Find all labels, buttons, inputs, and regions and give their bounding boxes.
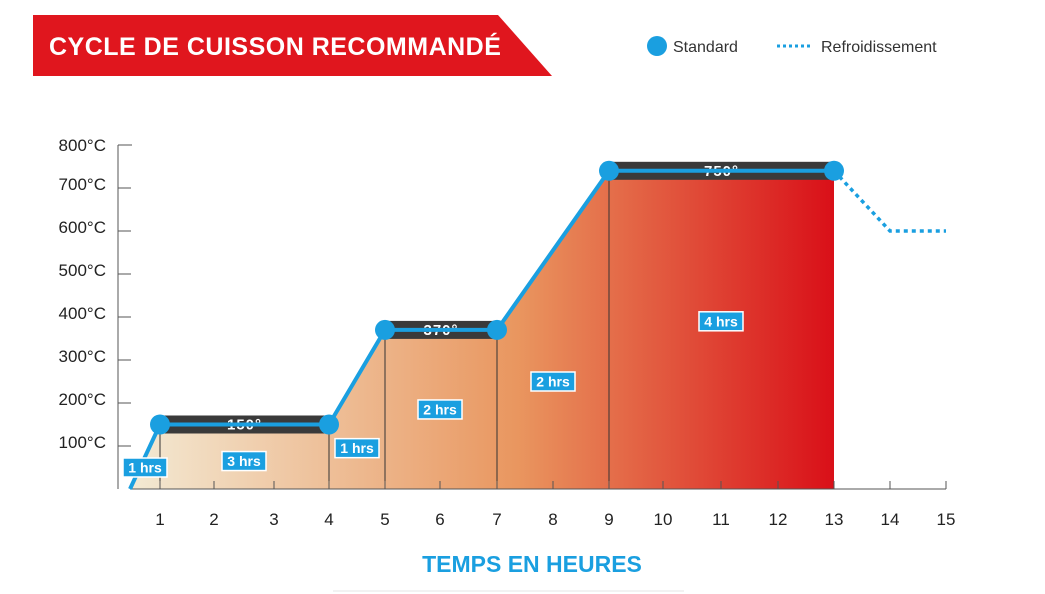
x-tick-label-3: 3 [269,510,278,529]
x-tick-label-9: 9 [604,510,613,529]
y-tick-label-800: 800°C [59,136,106,155]
x-tick-label-11: 11 [712,510,730,529]
legend-cooling-label: Refroidissement [821,39,937,56]
legend: Standard Refroidissement [647,36,937,56]
y-tick-label-100: 100°C [59,433,106,452]
duration-label-2: 3 hrs [221,450,267,472]
axes: 100°C 200°C 300°C 400°C 500°C 600°C 700°C 800°C… [59,136,956,529]
standard-marker-2 [319,414,339,435]
duration-label-5: 2 hrs [530,371,576,392]
x-tick-label-5: 5 [380,510,389,529]
phase-dividers [159,170,610,489]
duration-label-box-6 [698,311,744,332]
standard-marker-1 [150,414,170,435]
y-tick-label-400: 400°C [59,304,106,323]
x-tick-label-10: 10 [654,510,673,529]
chart-title: CYCLE DE CUISSON RECOMMANDÉ [49,32,501,61]
duration-label-box-5 [530,371,576,392]
standard-marker-5 [599,160,619,181]
y-tick-label-200: 200°C [59,390,106,409]
cooling-series-line [832,169,946,233]
duration-label-box-2 [221,450,267,472]
x-tick-label-6: 6 [435,510,444,529]
duration-label-box-3 [334,437,380,459]
x-axis-label: TEMPS EN HEURES [422,551,642,577]
y-tick-label-300: 300°C [59,347,106,366]
x-tick-label-15: 15 [937,510,956,529]
y-tick-label-600: 600°C [59,218,106,237]
duration-label-box-4 [417,399,463,420]
duration-label-text-4: 2 hrs [423,401,457,417]
duration-label-text-3: 1 hrs [340,440,374,456]
x-tick-label-14: 14 [881,510,900,529]
legend-standard-label: Standard [673,39,738,56]
y-tick-label-500: 500°C [59,261,106,280]
duration-label-3: 1 hrs [334,437,380,459]
x-tick-label-12: 12 [769,510,788,529]
x-tick-label-7: 7 [492,510,501,529]
duration-label-text-2: 3 hrs [227,453,261,469]
legend-standard-marker [647,36,667,56]
standard-marker-3 [375,319,395,340]
standard-marker-4 [487,319,507,340]
x-tick-label-1: 1 [155,510,164,529]
duration-label-6: 4 hrs [698,311,744,332]
x-tick-label-2: 2 [209,510,218,529]
x-tick-label-8: 8 [548,510,557,529]
duration-label-box-1 [122,457,168,478]
standard-markers [150,160,844,435]
duration-label-1: 1 hrs [122,457,168,478]
x-tick-label-4: 4 [324,510,333,529]
duration-label-text-6: 4 hrs [704,313,738,329]
duration-label-text-1: 1 hrs [128,460,162,476]
duration-label-text-5: 2 hrs [536,374,570,390]
duration-labels: 1 hrs 3 hrs 1 hrs 2 hrs 2 hrs 4 hrs [122,311,744,478]
title-banner [33,15,552,76]
duration-label-4: 2 hrs [417,399,463,420]
standard-marker-6 [824,160,844,181]
x-tick-label-13: 13 [825,510,844,529]
y-tick-label-700: 700°C [59,175,106,194]
